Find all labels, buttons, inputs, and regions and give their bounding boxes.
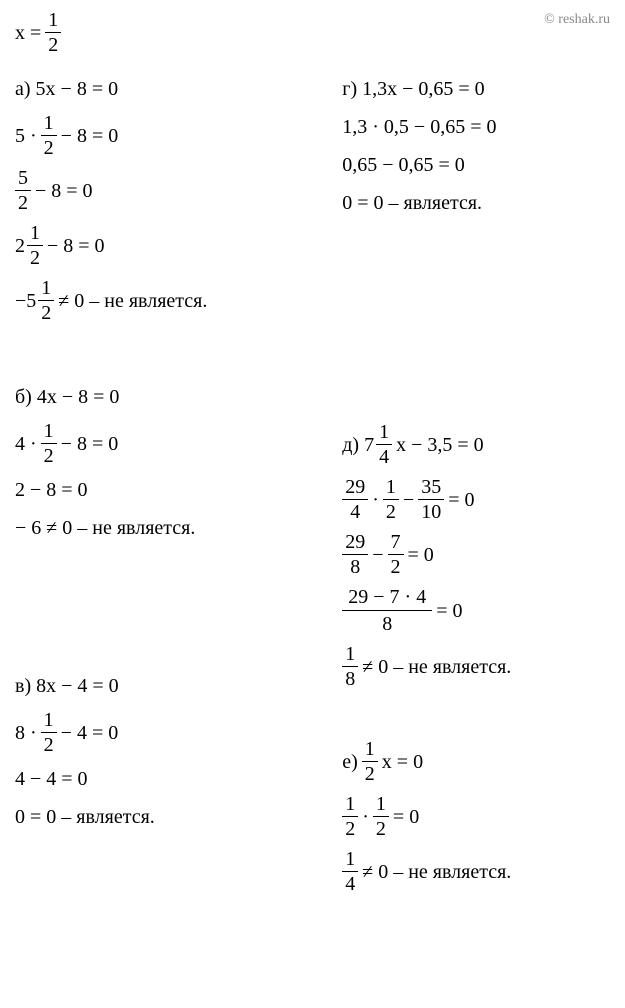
b-line1: 4 · 12 − 8 = 0 bbox=[15, 421, 342, 466]
section-b: б) 4x − 8 = 0 4 · 12 − 8 = 0 2 − 8 = 0 −… bbox=[15, 383, 342, 542]
section-d: д) 714 x − 3,5 = 0 294 · 12 − 3510 = 0 2… bbox=[342, 422, 610, 689]
section-a: а) 5x − 8 = 0 5 · 12 − 8 = 0 52 − 8 = 0 … bbox=[15, 75, 342, 323]
watermark-text: © reshak.ru bbox=[544, 12, 610, 28]
right-column: г) 1,3x − 0,65 = 0 1,3 · 0,5 − 0,65 = 0 … bbox=[342, 75, 610, 924]
e-label: е) 12 x = 0 bbox=[342, 739, 610, 784]
a-line2: 52 − 8 = 0 bbox=[15, 168, 342, 213]
g-line2: 0,65 − 0,65 = 0 bbox=[342, 151, 610, 179]
one-half-frac: 1 2 bbox=[45, 10, 61, 55]
d-line2: 298 − 72 = 0 bbox=[342, 532, 610, 577]
b-label: б) 4x − 8 = 0 bbox=[15, 383, 342, 411]
e-line1: 12 · 12 = 0 bbox=[342, 794, 610, 839]
section-v: в) 8x − 4 = 0 8 · 12 − 4 = 0 4 − 4 = 0 0… bbox=[15, 672, 342, 831]
section-g: г) 1,3x − 0,65 = 0 1,3 · 0,5 − 0,65 = 0 … bbox=[342, 75, 610, 217]
e-line2: 14 ≠ 0 – не является. bbox=[342, 849, 610, 894]
v-line2: 4 − 4 = 0 bbox=[15, 765, 342, 793]
d-line4: 18 ≠ 0 – не является. bbox=[342, 644, 610, 689]
b-line2: 2 − 8 = 0 bbox=[15, 476, 342, 504]
g-line1: 1,3 · 0,5 − 0,65 = 0 bbox=[342, 113, 610, 141]
v-line3: 0 = 0 – является. bbox=[15, 803, 342, 831]
d-line3: 29 − 7 · 48 = 0 bbox=[342, 587, 610, 634]
a-label: а) 5x − 8 = 0 bbox=[15, 75, 342, 103]
a-line4: −512 ≠ 0 – не является. bbox=[15, 278, 342, 323]
x-equals: x = bbox=[15, 19, 41, 47]
header-expression: x = 1 2 bbox=[15, 10, 610, 55]
section-e: е) 12 x = 0 12 · 12 = 0 14 ≠ 0 – не явля… bbox=[342, 739, 610, 894]
g-line3: 0 = 0 – является. bbox=[342, 189, 610, 217]
a-line3: 212 − 8 = 0 bbox=[15, 223, 342, 268]
g-label: г) 1,3x − 0,65 = 0 bbox=[342, 75, 610, 103]
v-line1: 8 · 12 − 4 = 0 bbox=[15, 710, 342, 755]
a-line1: 5 · 12 − 8 = 0 bbox=[15, 113, 342, 158]
d-line1: 294 · 12 − 3510 = 0 bbox=[342, 477, 610, 522]
b-line3: − 6 ≠ 0 – не является. bbox=[15, 514, 342, 542]
left-column: а) 5x − 8 = 0 5 · 12 − 8 = 0 52 − 8 = 0 … bbox=[15, 75, 342, 924]
d-label: д) 714 x − 3,5 = 0 bbox=[342, 422, 610, 467]
v-label: в) 8x − 4 = 0 bbox=[15, 672, 342, 700]
